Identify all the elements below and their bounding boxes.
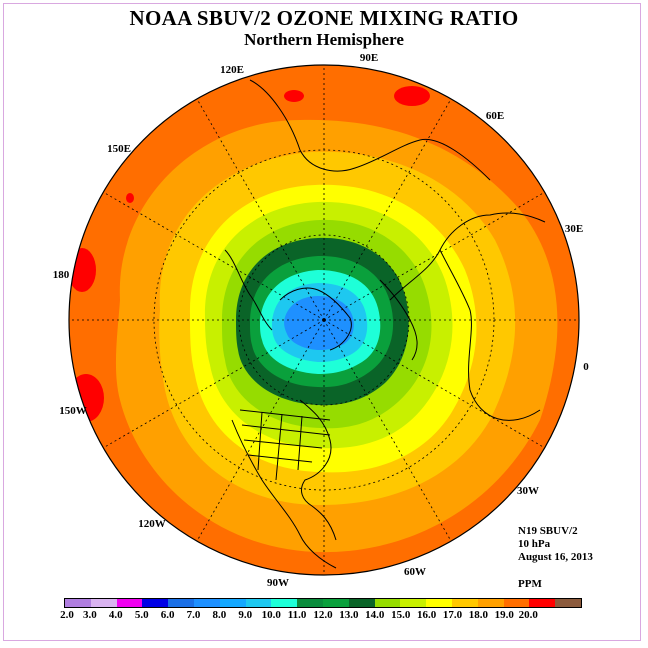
longitude-label-90w: 90W [267,577,289,589]
colorbar-tick-label: 15.0 [391,609,411,621]
colorbar-tick-label: 17.0 [442,609,463,621]
coastline-siberia [224,249,273,331]
colorbar-cell [374,599,401,607]
colorbar-tick-label: 6.0 [160,609,175,621]
longitude-label-90e: 90E [360,52,378,64]
map-subtitle: Northern Hemisphere [244,30,404,49]
longitude-label-150e: 150E [107,143,131,155]
longitude-label-120w: 120W [138,518,166,530]
figure-frame [3,3,641,641]
colorbar-tick-label: 16.0 [416,609,437,621]
colorbar-tick-label: 13.0 [339,609,359,621]
colorbar-cell [90,599,117,607]
colorbar-tick-label: 8.0 [212,609,227,621]
coastline-americas-west [231,419,337,569]
coastline-asia [249,79,491,181]
coastline-americas-east [299,399,337,541]
us-state-borders [239,409,331,481]
colorbar-cell [219,599,246,607]
ozone-contour-field [69,65,579,575]
map-boundary [68,64,580,576]
colorbar-cell [400,599,427,607]
colorbar-cell [65,599,91,607]
colorbar-tick-label: 14.0 [365,609,385,621]
colorbar-cell [451,599,478,607]
units-label: PPM [518,578,542,590]
contour-spot-red [394,86,430,106]
longitude-label-60e: 60E [486,110,504,122]
graticule [69,65,579,575]
colorbar-cell [529,599,556,607]
colorbar-cell [322,599,349,607]
contour-spot-red [284,90,304,102]
colorbar-tick-label: 9.0 [238,609,253,621]
colorbar-tick-label: 19.0 [494,609,514,621]
colorbar-tick-label: 2.0 [60,609,74,621]
colorbar-tick-label: 11.0 [287,609,307,621]
date-label: August 16, 2013 [518,551,593,563]
contour-spot-red [126,193,134,203]
contour-spot-red [69,248,96,292]
longitude-labels: 0 30E 60E 90E 120E 150E 180 150W 120W 90… [53,52,590,589]
longitude-label-180: 180 [53,269,70,281]
colorbar-cell [348,599,375,607]
colorbar-tick-label: 4.0 [108,609,123,621]
colorbar-tick-label: 20.0 [518,609,538,621]
longitude-label-120e: 120E [220,64,244,76]
coastline-africa-north [439,249,541,421]
colorbar-tick-label: 5.0 [134,609,149,621]
colorbar-cell [297,599,323,607]
colorbar-cell [116,599,143,607]
longitude-label-30w: 30W [517,485,539,497]
colorbar-cell [271,599,298,607]
colorbar-cell [503,599,530,607]
colorbar-tick-labels: 2.0 3.0 4.0 5.0 6.0 7.0 8.0 9.0 10.0 11.0 12.0 13.0… [0,609,648,625]
colorbar-cell [168,599,194,607]
info-block: N19 SBUV/2 10 hPa August 16, 2013 PPM [518,525,593,591]
coastline-europe [389,212,546,301]
colorbar-cell [245,599,272,607]
colorbar-tick-label: 7.0 [186,609,201,621]
pressure-level-label: 10 hPa [518,538,551,550]
longitude-label-150w: 150W [59,405,87,417]
colorbar-cell [142,599,169,607]
coastlines [224,79,546,569]
colorbar-cell [426,599,452,607]
map-title: NOAA SBUV/2 OZONE MIXING RATIO [129,6,519,30]
longitude-label-0: 0 [583,361,589,373]
longitude-label-30e: 30E [565,223,583,235]
colorbar [64,598,582,608]
colorbar-cell [193,599,220,607]
colorbar-tick-label: 18.0 [468,609,489,621]
colorbar-tick-label: 3.0 [83,609,97,621]
colorbar-tick-label: 10.0 [261,609,281,621]
colorbar-cell [477,599,504,607]
colorbar-cell [555,599,581,607]
satellite-label: N19 SBUV/2 [518,525,578,537]
colorbar-tick-label: 12.0 [313,609,333,621]
longitude-label-60w: 60W [404,566,426,578]
